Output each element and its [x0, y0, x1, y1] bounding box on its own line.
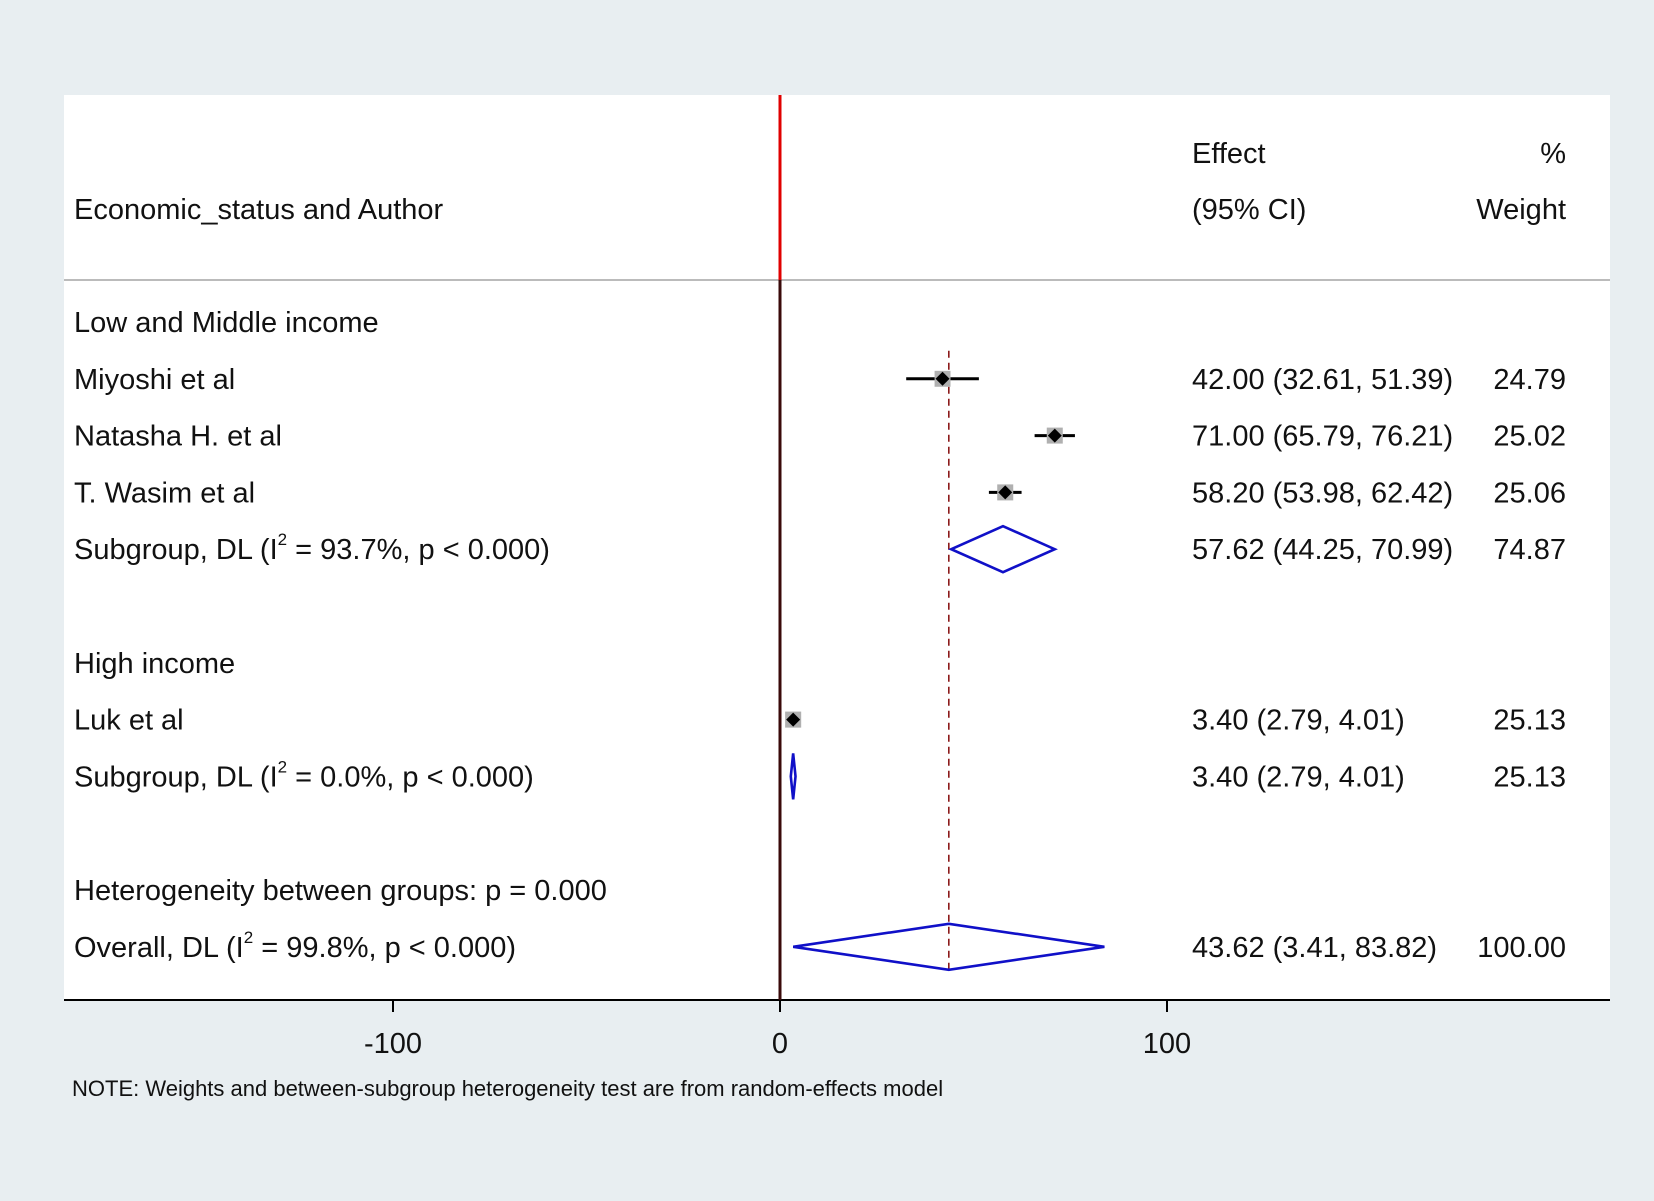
header-weight: Weight	[1476, 194, 1566, 226]
overall-effect: 43.62 (3.41, 83.82)	[1192, 932, 1437, 964]
study-weight: 25.06	[1493, 477, 1566, 509]
group-label: Low and Middle income	[74, 307, 379, 339]
footnote: NOTE: Weights and between-subgroup heter…	[72, 1076, 943, 1101]
study-label: Luk et al	[74, 705, 184, 737]
study-effect: 42.00 (32.61, 51.39)	[1192, 364, 1453, 396]
heterogeneity-text: Heterogeneity between groups: p = 0.000	[74, 875, 607, 907]
header-ci: (95% CI)	[1192, 194, 1306, 226]
study-point	[998, 485, 1013, 500]
group-label: High income	[74, 648, 235, 680]
subgroup-weight: 74.87	[1493, 534, 1566, 566]
study-effect: 71.00 (65.79, 76.21)	[1192, 421, 1453, 453]
study-weight: 24.79	[1493, 364, 1566, 396]
overall-weight: 100.00	[1477, 932, 1566, 964]
study-point	[1047, 428, 1062, 443]
study-point	[786, 712, 801, 727]
study-weight: 25.02	[1493, 421, 1566, 453]
overall-diamond	[793, 922, 1105, 972]
study-label: Miyoshi et al	[74, 364, 235, 396]
header-effect: Effect	[1192, 138, 1266, 170]
header-label-column: Economic_status and Author	[74, 194, 444, 226]
subgroup-weight: 25.13	[1493, 761, 1566, 793]
study-effect: 58.20 (53.98, 62.42)	[1192, 477, 1453, 509]
subgroup-effect: 3.40 (2.79, 4.01)	[1192, 761, 1405, 793]
study-label: T. Wasim et al	[74, 477, 255, 509]
header-percent: %	[1540, 138, 1566, 170]
study-label: Natasha H. et al	[74, 421, 282, 453]
x-axis: -100 0 100	[364, 1000, 1191, 1060]
x-tick-label: 0	[772, 1028, 788, 1060]
study-weight: 25.13	[1493, 705, 1566, 737]
study-point	[935, 371, 950, 386]
overall-label: Overall, DL (I2 = 99.8%, p < 0.000)	[74, 928, 516, 964]
subgroup-label: Subgroup, DL (I2 = 93.7%, p < 0.000)	[74, 530, 550, 566]
subgroup-label: Subgroup, DL (I2 = 0.0%, p < 0.000)	[74, 757, 534, 793]
subgroup-diamond	[789, 753, 797, 800]
x-tick-label: 100	[1143, 1028, 1191, 1060]
x-tick-label: -100	[364, 1028, 422, 1060]
subgroup-diamond	[948, 524, 1058, 574]
study-effect: 3.40 (2.79, 4.01)	[1192, 705, 1405, 737]
plot-region	[64, 95, 1610, 1001]
subgroup-effect: 57.62 (44.25, 70.99)	[1192, 534, 1453, 566]
rows-layer: Low and Middle income Miyoshi et al 42.00 …	[74, 95, 1566, 1000]
